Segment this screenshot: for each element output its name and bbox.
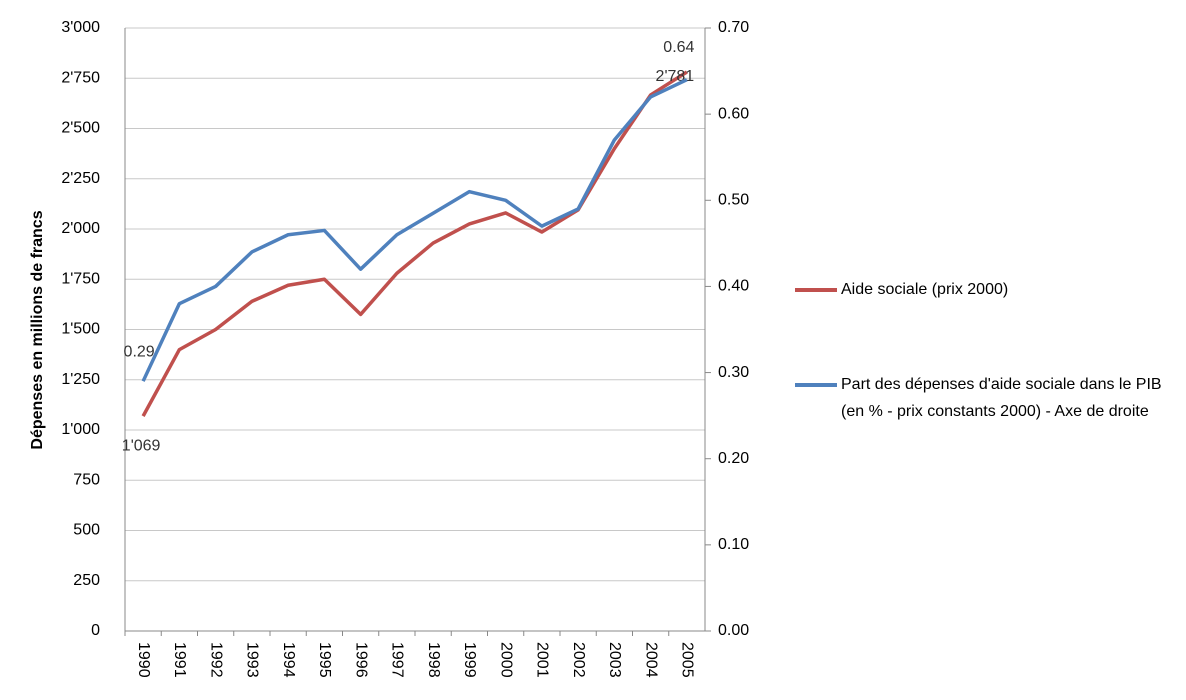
y-tick-label: 750 bbox=[73, 471, 100, 488]
x-tick-label: 1997 bbox=[389, 642, 406, 678]
y-tick-label: 2'500 bbox=[61, 120, 100, 137]
y-tick-label: 250 bbox=[73, 572, 100, 589]
y-tick-label: 3'000 bbox=[61, 19, 100, 36]
y-tick-label: 0 bbox=[91, 622, 100, 639]
x-tick-label: 1994 bbox=[280, 642, 297, 678]
x-tick-label: 2001 bbox=[534, 642, 551, 678]
x-tick-label: 1992 bbox=[207, 642, 224, 678]
x-tick-label: 1991 bbox=[171, 642, 188, 678]
x-tick-label: 1999 bbox=[461, 642, 478, 678]
x-tick-label: 1998 bbox=[425, 642, 442, 678]
y-tick-label: 2'750 bbox=[61, 69, 100, 86]
y-axis-label: Dépenses en millions de francs bbox=[29, 210, 46, 449]
data-label: 1'069 bbox=[122, 437, 161, 454]
y-tick-label: 1'500 bbox=[61, 321, 100, 338]
x-tick-label: 1995 bbox=[316, 642, 333, 678]
y-tick-label: 2'000 bbox=[61, 220, 100, 237]
data-label: 0.64 bbox=[663, 39, 694, 56]
x-tick-label: 2005 bbox=[679, 642, 696, 678]
y2-tick-label: 0.40 bbox=[718, 278, 749, 295]
y-tick-label: 1'000 bbox=[61, 421, 100, 438]
x-tick-label: 1993 bbox=[244, 642, 261, 678]
x-tick-label: 2000 bbox=[497, 642, 514, 678]
y2-tick-label: 0.60 bbox=[718, 105, 749, 122]
legend-item: Part des dépenses d'aide sociale dans le… bbox=[795, 371, 1171, 425]
data-label: 0.29 bbox=[124, 343, 155, 360]
line bbox=[141, 78, 688, 382]
y2-tick-label: 0.00 bbox=[718, 622, 749, 639]
line bbox=[141, 70, 688, 417]
y-tick-label: 1'250 bbox=[61, 371, 100, 388]
legend-label: Aide sociale (prix 2000) bbox=[841, 281, 1009, 298]
x-tick-label: 2002 bbox=[570, 642, 587, 678]
data-label: 2'781 bbox=[656, 68, 695, 85]
y-tick-label: 500 bbox=[73, 522, 100, 539]
y2-tick-label: 0.70 bbox=[718, 19, 749, 36]
legend-swatch bbox=[795, 288, 837, 292]
x-tick-label: 1996 bbox=[352, 642, 369, 678]
y2-tick-label: 0.10 bbox=[718, 536, 749, 553]
x-tick-label: 1990 bbox=[135, 642, 152, 678]
y2-tick-label: 0.20 bbox=[718, 450, 749, 467]
y2-tick-label: 0.30 bbox=[718, 364, 749, 381]
x-tick-label: 2003 bbox=[606, 642, 623, 678]
legend-swatch bbox=[795, 383, 837, 387]
y2-tick-label: 0.50 bbox=[718, 192, 749, 209]
y-tick-label: 1'750 bbox=[61, 270, 100, 287]
y-tick-label: 2'250 bbox=[61, 170, 100, 187]
legend-label: Part des dépenses d'aide sociale dans le… bbox=[841, 376, 1162, 420]
legend-item: Aide sociale (prix 2000) bbox=[795, 276, 1171, 303]
x-tick-label: 2004 bbox=[642, 642, 659, 678]
